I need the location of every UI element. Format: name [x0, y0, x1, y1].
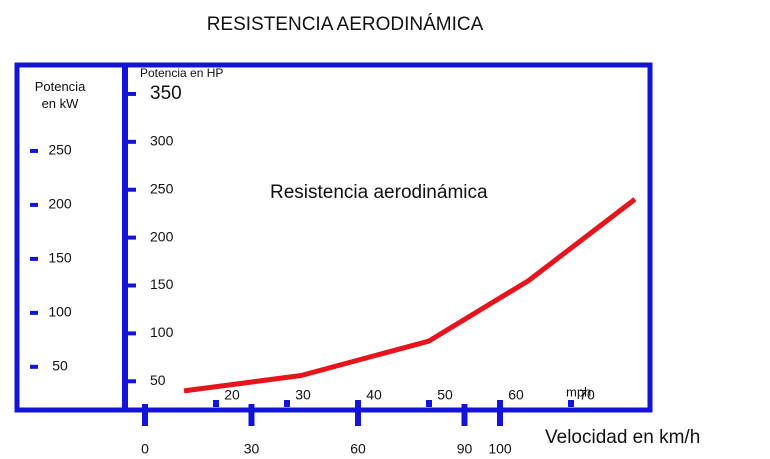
- y-tick-label: 250: [150, 180, 174, 196]
- x2-tick: [355, 400, 361, 407]
- x2-tick: [497, 400, 503, 407]
- x2-tick: [426, 400, 432, 407]
- x2-tick: [568, 400, 574, 407]
- x2-tick: [213, 400, 219, 407]
- y-axis-label: Potencia en HP: [140, 66, 223, 80]
- y-tick-label: 50: [150, 372, 166, 388]
- x-axis-label: Velocidad en km/h: [545, 427, 700, 448]
- chart: RESISTENCIA AERODINÁMICA Potencia en HP …: [0, 0, 770, 459]
- x2-tick-label: 70: [579, 387, 595, 403]
- x-tick-label: 0: [141, 441, 149, 457]
- x2-tick-label: 40: [366, 387, 382, 403]
- annotation: Resistencia aerodinámica: [270, 182, 488, 203]
- x-tick-label: 60: [350, 441, 366, 457]
- x2-tick-label: 60: [508, 387, 524, 403]
- x-tick-label: 100: [488, 441, 512, 457]
- y2-tick-label: 200: [48, 196, 72, 212]
- x-tick-label: 30: [244, 441, 260, 457]
- y2-axis-label: Potencia en kW: [28, 78, 92, 112]
- y2-tick-label: 100: [48, 304, 72, 320]
- page: RESISTENCIA AERODINÁMICA Potencia en HP …: [0, 0, 770, 459]
- x2-tick-label: 50: [437, 387, 453, 403]
- y-tick-label: 300: [150, 133, 174, 149]
- x2-tick: [284, 400, 290, 407]
- y2-tick-label: 50: [52, 358, 68, 374]
- y-tick-label: 350: [150, 83, 182, 104]
- x-tick-label: 90: [457, 441, 473, 457]
- y-tick-label: 100: [150, 324, 174, 340]
- y-tick-label: 200: [150, 228, 174, 244]
- y2-tick-label: 150: [48, 250, 72, 266]
- y-tick-label: 150: [150, 276, 174, 292]
- x2-tick-label: 20: [224, 387, 240, 403]
- y2-tick-label: 250: [48, 142, 72, 158]
- x2-tick-label: 30: [295, 387, 311, 403]
- chart-title: RESISTENCIA AERODINÁMICA: [207, 14, 484, 35]
- plot-frame: [17, 65, 650, 410]
- data-line: [184, 199, 635, 391]
